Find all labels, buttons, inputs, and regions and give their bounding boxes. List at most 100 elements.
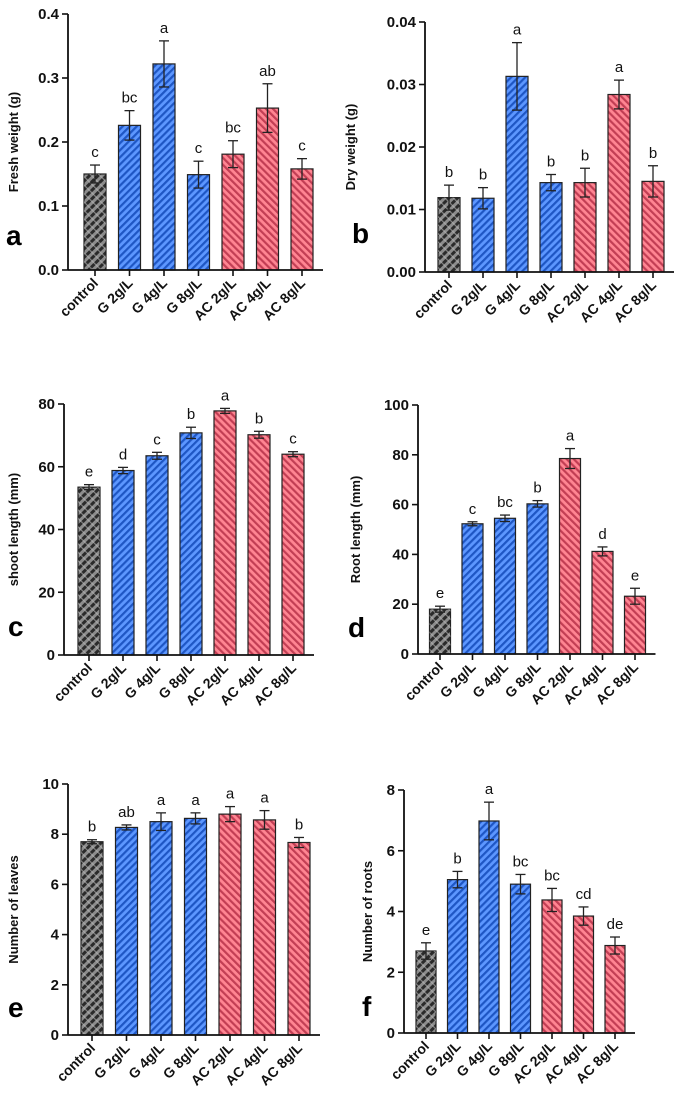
significance-label: c: [469, 501, 477, 518]
bar-ac-2g-l: [213, 410, 237, 656]
y-tick-label: 40: [392, 546, 409, 563]
y-tick-label: 8: [51, 826, 59, 843]
y-axis-label: Fresh weight (g): [6, 92, 21, 192]
bar-g-2g-l: [446, 879, 469, 1034]
significance-label: c: [289, 431, 297, 448]
significance-label: e: [631, 567, 639, 584]
panel-c: c shoot length (mm) e control d G 2g/L c G 4g/L…: [6, 387, 314, 709]
significance-label: c: [91, 144, 99, 161]
y-tick-label: 0: [401, 646, 409, 663]
bar-ac-8g-l: [287, 841, 311, 1036]
bar-g-2g-l: [117, 124, 142, 271]
panel-a: a Fresh weight (g) c control bc G 2g/L a G 4g/L…: [6, 6, 323, 324]
bar-g-4g-l: [478, 820, 500, 1034]
bar-g-8g-l: [183, 817, 208, 1036]
significance-label: bc: [497, 494, 513, 511]
y-tick-label: 100: [384, 397, 409, 414]
panel-letter: b: [352, 218, 369, 249]
significance-label: a: [191, 792, 200, 809]
y-tick-label: 80: [392, 447, 409, 464]
y-tick-label: 10: [42, 776, 59, 793]
bar-g-4g-l: [145, 455, 169, 656]
y-tick-label: 2: [387, 964, 395, 981]
bar-crosshatch: [84, 174, 106, 270]
significance-label: b: [453, 850, 461, 867]
significance-label: ab: [118, 804, 135, 821]
significance-label: c: [195, 140, 203, 157]
bar-g-4g-l: [493, 517, 517, 655]
significance-label: a: [260, 790, 269, 807]
significance-label: d: [119, 446, 127, 463]
significance-label: c: [153, 431, 161, 448]
significance-label: bc: [122, 90, 138, 107]
y-tick-label: 4: [51, 927, 60, 944]
y-tick-label: 60: [38, 459, 55, 476]
significance-label: c: [298, 138, 306, 155]
bar-ac-4g-l: [591, 550, 614, 655]
panel-letter: f: [362, 991, 372, 1022]
bar-g-8g-l: [186, 174, 211, 271]
significance-label: bc: [513, 853, 529, 870]
significance-label: b: [445, 164, 453, 181]
y-tick-label: 0.2: [38, 134, 59, 151]
bar-g-2g-l: [461, 523, 484, 655]
bar-ac-8g-l: [281, 453, 305, 656]
y-tick-label: 0.1: [38, 198, 59, 215]
x-tick-label: control: [56, 275, 101, 320]
significance-label: a: [566, 428, 575, 445]
y-tick-label: 0: [47, 647, 55, 664]
significance-label: e: [85, 464, 93, 481]
bar-ac-2g-l: [218, 813, 242, 1036]
significance-label: e: [436, 585, 444, 602]
significance-label: b: [255, 410, 263, 427]
significance-label: a: [513, 22, 522, 39]
y-tick-label: 0.0: [38, 262, 59, 279]
bar-ac-8g-l: [623, 595, 647, 655]
y-tick-label: 0.4: [38, 6, 60, 23]
bar-ac-4g-l: [252, 819, 277, 1036]
x-tick-label: G 4g/L: [128, 274, 170, 316]
significance-label: cd: [576, 886, 592, 903]
bar-g-8g-l: [509, 883, 532, 1034]
y-axis-label: shoot length (mm): [6, 473, 21, 586]
y-tick-label: 80: [38, 396, 55, 413]
bar-ac-8g-l: [604, 944, 626, 1034]
y-tick-label: 0.04: [387, 14, 417, 31]
x-tick-label: G 2g/L: [447, 276, 489, 318]
x-tick-label: control: [410, 277, 455, 322]
bar-crosshatch: [416, 950, 436, 1033]
bar-ac-8g-l: [290, 168, 314, 271]
significance-label: b: [547, 154, 555, 171]
y-tick-label: 6: [51, 876, 59, 893]
panel-letter: e: [8, 992, 24, 1023]
x-tick-label: control: [387, 1038, 432, 1083]
significance-label: d: [598, 526, 606, 543]
bar-g-2g-l: [111, 469, 135, 656]
significance-label: bc: [544, 867, 560, 884]
bar-crosshatch: [78, 487, 100, 655]
y-tick-label: 20: [392, 596, 409, 613]
y-axis-label: Root length (mm): [348, 476, 363, 584]
significance-label: b: [649, 145, 657, 162]
x-tick-label: G 4g/L: [481, 276, 523, 318]
significance-label: a: [615, 59, 624, 76]
bar-crosshatch: [429, 609, 451, 654]
bar-g-8g-l: [539, 182, 563, 273]
bar-ac-4g-l: [572, 915, 595, 1034]
y-axis-label: Number of roots: [360, 861, 375, 962]
x-tick-label: G 2g/L: [87, 659, 129, 701]
bar-crosshatch: [81, 841, 103, 1035]
y-tick-label: 0.01: [387, 202, 416, 219]
bar-g-8g-l: [526, 503, 549, 655]
x-tick-label: control: [53, 1040, 98, 1085]
y-tick-label: 0.3: [38, 70, 59, 87]
y-tick-label: 0: [51, 1027, 59, 1044]
x-tick-label: G 4g/L: [125, 1039, 167, 1081]
bar-ac-4g-l: [247, 434, 271, 656]
significance-label: a: [157, 792, 166, 809]
bar-ac-2g-l: [221, 153, 245, 271]
significance-label: b: [479, 167, 487, 184]
